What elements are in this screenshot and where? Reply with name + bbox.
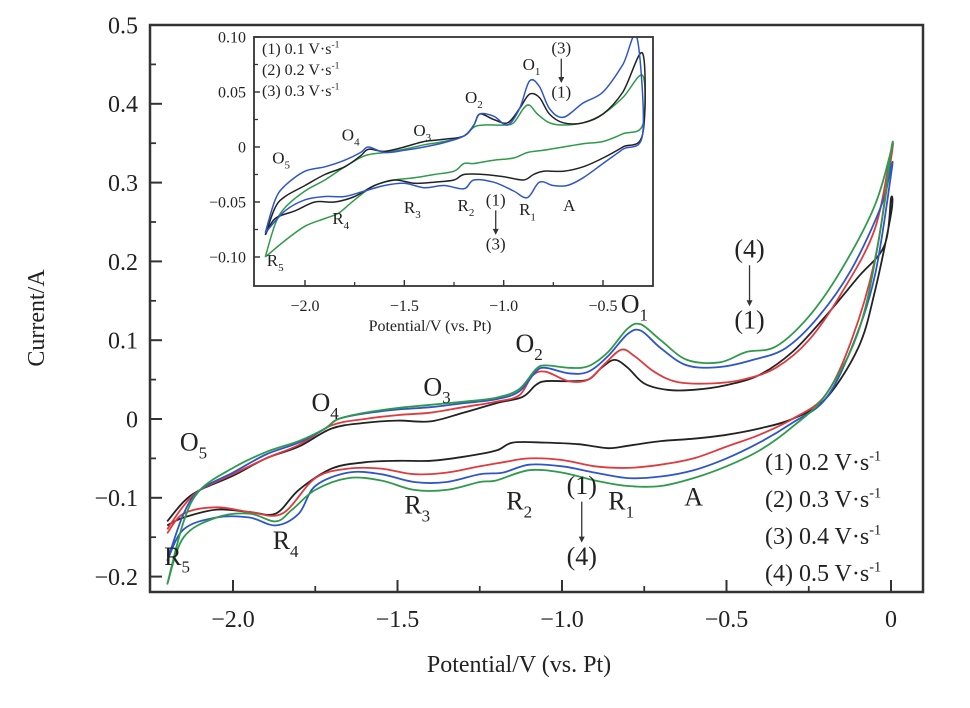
main-peak-label-o4: O4 [311,388,339,423]
inset-x-tick-label: −1.0 [489,298,518,315]
inset-x-tick-label: −1.5 [390,298,419,315]
main-legend-entry: (2) 0.3 V·s-1 [765,485,881,513]
main-y-tick-label: 0.3 [108,171,138,197]
main-series-line-3 [166,161,894,562]
inset-peak-label-r5: R5 [267,251,284,274]
main-x-tick-label: −1.0 [540,607,584,633]
inset-y-tick-label: −0.10 [209,250,246,267]
inset-y-tick-label: 0.10 [218,30,246,47]
main-y-tick-label: 0.2 [108,250,138,276]
inset-peak-label-o3: O3 [413,121,431,144]
inset-y-tick-label: 0 [238,140,246,157]
main-arrow-from-label: (4) [734,234,764,263]
main-arrow-from-label: (1) [567,471,597,500]
main-y-tick-label: −0.2 [94,565,138,591]
inset-series-line-3 [264,37,645,234]
inset-peak-label-o5: O5 [272,149,290,172]
inset-arrow-to-label: (3) [486,234,506,253]
inset-x-axis-title: Potential/V (vs. Pt) [369,318,492,335]
inset-arrow-to-label: (1) [551,83,571,102]
inset-arrow-head [558,77,565,84]
inset-plot-area [254,37,653,286]
inset-x-tick-label: −0.5 [588,298,617,315]
inset-peak-label-a: A [563,196,576,215]
main-axes-frame [148,23,925,594]
main-peak-label-a: A [684,483,703,512]
main-y-tick-label: 0.4 [108,92,138,118]
inset-legend-entry: (2) 0.2 V·s-1 [262,61,340,79]
main-peak-label-r3: R3 [404,491,430,526]
inset-series-group [264,37,646,258]
main-peak-label-o1: O1 [621,290,648,325]
main-arrow-to-label: (4) [567,542,597,571]
main-peak-label-r4: R4 [273,526,299,561]
inset-arrow-head [492,228,499,235]
main-x-tick-label: −1.5 [376,607,420,633]
inset-y-tick-label: 0.05 [218,85,246,102]
inset-arrow-from-label: (1) [486,190,506,209]
inset-series-line-2 [264,51,646,236]
main-peak-label-o5: O5 [180,428,207,463]
main-y-tick-label: 0.1 [108,329,138,355]
inset-peak-label-o1: O1 [523,55,541,78]
main-peak-label-r1: R1 [608,487,634,522]
inset-plot: −2.0 −1.5 −1.0 −0.5 −0.10 −0.05 0 0.05 0.10 Poten… [209,30,654,335]
main-peak-label-o2: O2 [515,329,542,364]
main-y-axis-title: Current/A [24,269,50,367]
main-peak-label-r2: R2 [506,487,532,522]
main-legend-entry: (1) 0.2 V·s-1 [765,448,881,476]
inset-x-tick-label: −2.0 [290,298,319,315]
inset-arrow-from-label: (3) [551,39,571,58]
inset-series-line-1 [264,74,646,258]
main-arrow-head [578,536,585,543]
main-peak-label-r5: R5 [164,542,190,577]
inset-peak-label-r3: R3 [404,198,421,221]
main-arrow-to-label: (1) [734,305,764,334]
main-y-tick-label: 0.5 [108,13,138,39]
main-x-axis-title: Potential/V (vs. Pt) [427,652,611,678]
main-x-tick-label: 0 [885,607,897,633]
main-series-line-2 [166,142,894,534]
main-arrow-head [746,300,753,307]
main-series-line-4 [166,140,894,585]
inset-peak-label-o4: O4 [342,125,360,148]
inset-peak-label-o2: O2 [465,88,483,111]
main-peak-label-o3: O3 [423,372,450,407]
inset-peak-label-r1: R1 [519,200,536,223]
main-legend-entry: (3) 0.4 V·s-1 [765,522,881,550]
inset-legend-entry: (1) 0.1 V·s-1 [262,40,340,58]
main-legend-entry: (4) 0.5 V·s-1 [765,559,881,587]
main-y-tick-label: 0 [126,407,138,433]
inset-legend-entry: (3) 0.3 V·s-1 [262,82,340,100]
inset-y-tick-label: −0.05 [209,195,246,212]
main-x-tick-label: −2.0 [211,607,255,633]
main-y-tick-label: −0.1 [94,486,138,512]
main-x-tick-label: −0.5 [705,607,749,633]
inset-peak-label-r2: R2 [457,196,474,219]
main-series-group [166,140,894,585]
inset-peak-label-r4: R4 [332,209,349,232]
